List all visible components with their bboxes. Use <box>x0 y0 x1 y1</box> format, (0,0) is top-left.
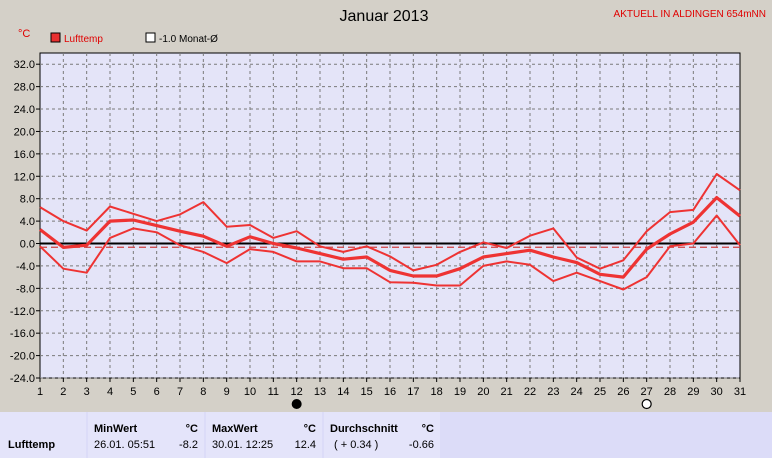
y-tick-label: 16.0 <box>14 149 35 161</box>
legend: Lufttemp -1.0 Monat-Ø <box>50 32 218 45</box>
x-tick-label: 16 <box>384 386 396 398</box>
y-tick-label: 12.0 <box>14 171 35 183</box>
series-lines <box>39 173 741 291</box>
y-axis-unit: °C <box>18 28 30 40</box>
x-tick-label: 26 <box>617 386 629 398</box>
x-tick-label: 12 <box>291 386 303 398</box>
summary-min-cell: MinWert °C 26.01. 05:51 -8.2 <box>88 412 204 458</box>
x-tick-label: 6 <box>154 386 160 398</box>
avg-header: Durchschnitt <box>330 423 398 435</box>
x-tick-label: 27 <box>641 386 653 398</box>
y-tick-label: -16.0 <box>10 328 35 340</box>
y-tick-label: 0.0 <box>20 239 35 251</box>
min-header: MinWert <box>94 423 138 435</box>
y-tick-label: 4.0 <box>20 216 35 228</box>
summary-max-cell: MaxWert °C 30.01. 12:25 12.4 <box>206 412 322 458</box>
max-datetime: 30.01. 12:25 <box>212 439 274 451</box>
y-tick-label: 32.0 <box>14 59 35 71</box>
series-line-mean <box>39 196 741 279</box>
x-tick-label: 19 <box>454 386 466 398</box>
legend-swatch-monthly-mean <box>145 32 156 43</box>
x-tick-label: 18 <box>431 386 443 398</box>
x-tick-label: 3 <box>84 386 90 398</box>
x-tick-label: 31 <box>734 386 746 398</box>
summary-row-label: Lufttemp <box>8 439 56 451</box>
y-tick-label: 28.0 <box>14 82 35 94</box>
x-tick-label: 30 <box>711 386 723 398</box>
min-datetime: 26.01. 05:51 <box>94 439 156 451</box>
chart-title: Januar 2013 <box>340 8 429 25</box>
y-tick-label: -8.0 <box>16 283 35 295</box>
full-moon-icon <box>641 398 652 410</box>
x-tick-label: 14 <box>337 386 349 398</box>
temperature-chart: 32.0 28.0 24.0 20.0 16.0 12.0 8.0 4.0 0.0 -4.0 -8.… <box>9 8 766 410</box>
x-tick-label: 23 <box>547 386 559 398</box>
avg-value: -0.66 <box>408 439 434 451</box>
x-tick-label: 29 <box>687 386 699 398</box>
x-tick-label: 10 <box>244 386 256 398</box>
summary-label-cell: Lufttemp <box>0 412 86 458</box>
x-tick-label: 9 <box>224 386 230 398</box>
y-tick-label: -4.0 <box>16 261 35 273</box>
legend-label-monthly-mean: -1.0 Monat-Ø <box>159 34 218 45</box>
x-tick-label: 2 <box>60 386 66 398</box>
x-tick-label: 28 <box>664 386 676 398</box>
summary-avg-cell: Durchschnitt °C ( + 0.34 ) -0.66 <box>324 412 440 458</box>
x-tick-label: 7 <box>177 386 183 398</box>
y-tick-label: -20.0 <box>10 351 35 363</box>
x-tick-label: 15 <box>361 386 373 398</box>
x-tick-label: 13 <box>314 386 326 398</box>
x-tick-label: 17 <box>407 386 419 398</box>
moon-markers <box>291 398 652 410</box>
y-tick-label: 24.0 <box>14 104 35 116</box>
max-unit: °C <box>303 423 316 435</box>
x-tick-label: 1 <box>37 386 43 398</box>
summary-panel: Lufttemp MinWert °C 26.01. 05:51 -8.2 Ma… <box>0 412 772 458</box>
min-value: -8.2 <box>179 439 198 451</box>
y-tick-label: -12.0 <box>10 306 35 318</box>
legend-label-lufttemp: Lufttemp <box>64 34 103 45</box>
y-tick-label: -24.0 <box>10 373 35 385</box>
min-unit: °C <box>185 423 198 435</box>
y-tick-label: 8.0 <box>20 194 35 206</box>
x-axis: 1 2 3 4 5 6 7 8 9 10 11 12 13 14 15 16 17 18 19 20 21 22 23 24 2… <box>37 378 746 398</box>
x-tick-label: 21 <box>501 386 513 398</box>
max-value: 12.4 <box>294 439 316 451</box>
x-tick-label: 8 <box>200 386 206 398</box>
new-moon-icon <box>291 399 302 409</box>
legend-swatch-lufttemp <box>50 32 61 43</box>
series-line-min <box>39 214 741 291</box>
x-tick-label: 25 <box>594 386 606 398</box>
x-tick-label: 11 <box>268 386 279 398</box>
max-header: MaxWert <box>212 423 258 435</box>
avg-diff: ( + 0.34 ) <box>334 439 379 451</box>
y-tick-label: 20.0 <box>14 126 35 138</box>
x-tick-label: 24 <box>571 386 583 398</box>
station-label: AKTUELL IN ALDINGEN 654mNN <box>614 9 766 20</box>
x-tick-label: 22 <box>524 386 536 398</box>
y-axis: 32.0 28.0 24.0 20.0 16.0 12.0 8.0 4.0 0.0 -4.0 -8.… <box>10 59 40 385</box>
x-tick-label: 20 <box>477 386 489 398</box>
x-tick-label: 4 <box>107 386 113 398</box>
x-tick-label: 5 <box>130 386 136 398</box>
series-line-max <box>39 173 741 272</box>
avg-unit: °C <box>421 423 434 435</box>
